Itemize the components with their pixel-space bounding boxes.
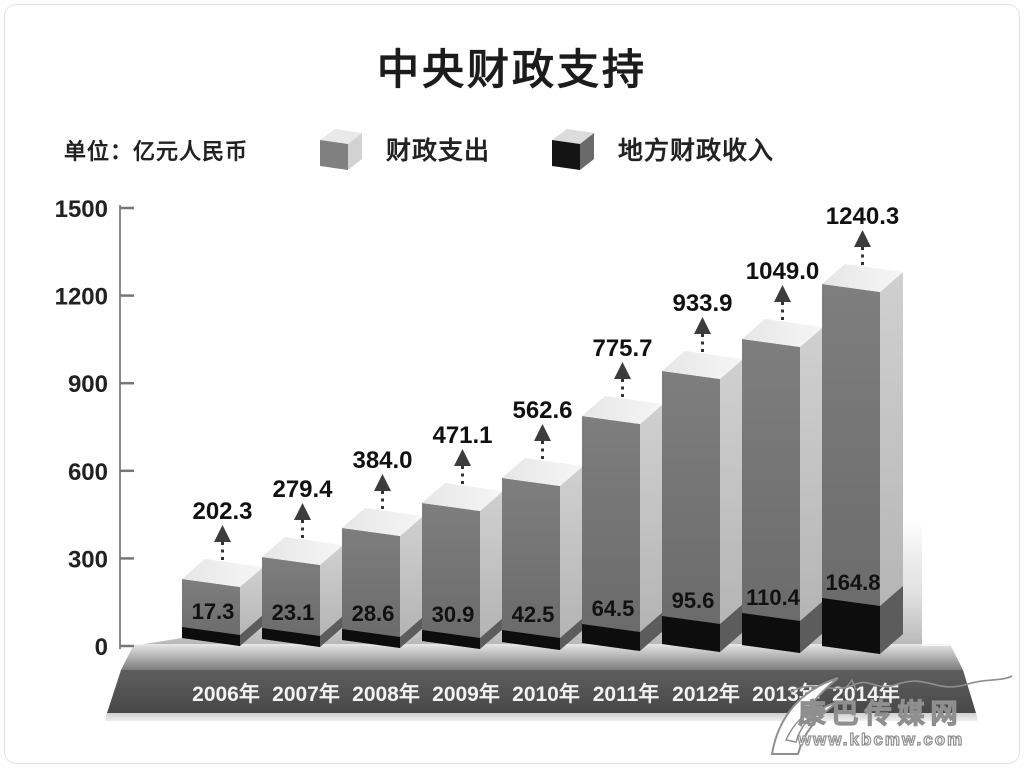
y-tick-label: 300 (68, 546, 108, 573)
bar-black-front-2007年 (262, 628, 320, 647)
x-axis-year-label: 2012年 (672, 682, 740, 706)
arrow-head (454, 449, 471, 466)
legend-item-expenditure: 财政支出 (318, 126, 490, 172)
y-tick-label: 600 (68, 459, 108, 486)
bar-top-2007年 (262, 537, 343, 565)
arrow-head (694, 317, 711, 334)
revenue-value-label: 164.8 (825, 570, 880, 595)
revenue-value-label: 42.5 (512, 602, 555, 627)
expenditure-value-label: 279.4 (272, 476, 333, 503)
expenditure-value-label: 384.0 (352, 447, 412, 474)
arrow-head (374, 474, 391, 491)
expenditure-value-label: 1049.0 (746, 258, 819, 285)
bar-black-front-2008年 (342, 629, 400, 648)
bar-top-2006年 (182, 559, 263, 587)
arrow-head (854, 230, 871, 247)
expenditure-value-label: 202.3 (192, 498, 252, 525)
bar-black-side-2010年 (560, 618, 583, 650)
bar-black-front-2011年 (582, 624, 640, 651)
arrow-head (614, 362, 631, 379)
bar-side-2012年 (720, 359, 743, 652)
expenditure-value-label: 775.7 (592, 335, 652, 362)
legend-label-revenue: 地方财政收入 (618, 137, 775, 165)
legend-label-expenditure: 财政支出 (386, 137, 491, 165)
revenue-value-label: 17.3 (192, 599, 235, 624)
bar-front-2014年 (822, 284, 880, 654)
watermark-swoosh-line (789, 675, 1013, 693)
bar-front-2008年 (342, 528, 400, 648)
x-axis-year-label: 2011年 (593, 682, 660, 706)
bar-black-side-2008年 (400, 617, 423, 648)
expenditure-value-label: 1240.3 (826, 203, 899, 230)
cube-gray-icon (320, 129, 362, 170)
bar-black-side-2006年 (240, 615, 263, 646)
bar-top-2008年 (342, 508, 423, 536)
arrow-head (294, 503, 311, 520)
bar-top-2010年 (502, 458, 583, 486)
bar-side-2010年 (560, 466, 583, 650)
page-title: 中央财政支持 (376, 46, 647, 93)
bar-front-2010年 (502, 478, 560, 650)
arrow-head (774, 285, 791, 302)
y-tick-label: 0 (95, 634, 108, 661)
arrow-head (214, 525, 231, 542)
bar-black-front-2014年 (822, 598, 880, 654)
bar-black-front-2006年 (182, 627, 240, 646)
revenue-value-label: 30.9 (432, 602, 475, 627)
bar-side-2011年 (640, 404, 663, 651)
bar-black-side-2013年 (800, 601, 823, 653)
unit-label: 单位：亿元人民币 (64, 139, 249, 164)
bar-side-2014年 (880, 272, 903, 654)
bar-black-side-2009年 (480, 618, 503, 649)
bar-front-2012年 (662, 371, 720, 652)
bar-front-2011年 (582, 416, 640, 651)
bar-black-side-2007年 (320, 616, 343, 647)
bar-top-2013年 (742, 319, 823, 347)
bar-front-2013年 (742, 339, 800, 653)
revenue-value-label: 23.1 (272, 600, 315, 625)
bar-top-2011年 (582, 396, 663, 424)
x-axis-year-label: 2009年 (432, 682, 500, 706)
bar-black-side-2011年 (640, 612, 663, 651)
legend-item-revenue: 地方财政收入 (550, 126, 774, 172)
bar-black-front-2009年 (422, 630, 480, 649)
revenue-value-label: 28.6 (352, 601, 395, 626)
bar-black-side-2012年 (720, 604, 743, 652)
revenue-value-label: 95.6 (672, 588, 715, 613)
x-axis-year-label: 2008年 (352, 682, 420, 706)
x-axis-year-label: 2006年 (192, 682, 260, 706)
legend: 财政支出 地方财政收入 (318, 126, 774, 172)
platform-front (107, 670, 976, 713)
watermark-logo (770, 677, 839, 755)
bar-side-2008年 (400, 516, 423, 648)
y-tick-label: 1200 (55, 284, 108, 311)
revenue-value-label: 110.4 (746, 585, 801, 610)
y-tick-label: 900 (68, 371, 108, 398)
expenditure-value-label: 933.9 (672, 290, 732, 317)
bar-black-front-2010年 (502, 630, 560, 650)
bar-top-2012年 (662, 351, 743, 379)
platform-bevel (121, 646, 963, 670)
bar-top-2014年 (822, 264, 903, 292)
bar-front-2009年 (422, 503, 480, 649)
bar-side-2013年 (800, 327, 823, 653)
platform-lip (105, 713, 978, 721)
bar-black-front-2013年 (742, 613, 800, 653)
bar-front-2007年 (262, 557, 320, 647)
bar-black-side-2014年 (880, 586, 903, 654)
arrow-head (534, 424, 551, 441)
revenue-value-label: 64.5 (592, 596, 635, 621)
expenditure-value-label: 562.6 (512, 397, 572, 424)
cube-black-icon (552, 129, 595, 170)
x-axis-year-label: 2010年 (512, 682, 580, 706)
bar-top-2009年 (422, 483, 503, 511)
bar-side-2009年 (480, 491, 503, 649)
bar-black-front-2012年 (662, 616, 720, 652)
expenditure-value-label: 471.1 (432, 422, 492, 449)
y-tick-label: 1500 (55, 196, 108, 223)
x-axis-year-label: 2007年 (272, 682, 340, 706)
